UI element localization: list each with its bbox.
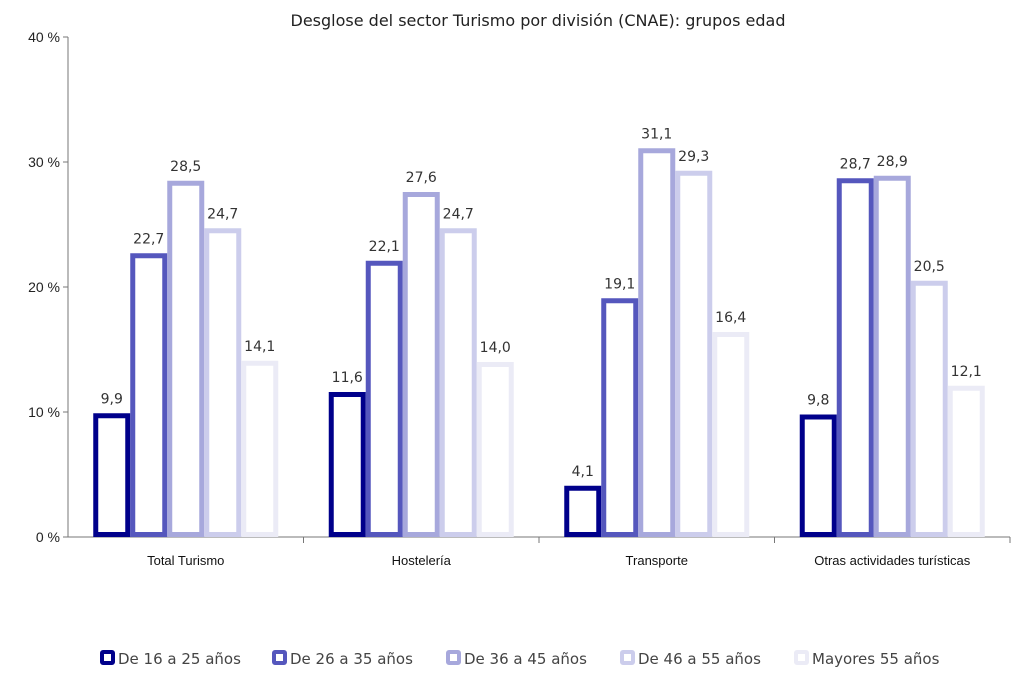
bar: [130, 253, 168, 537]
bar: [204, 228, 242, 537]
y-tick-label: 20 %: [28, 279, 60, 295]
bar: [638, 148, 676, 537]
bar: [947, 385, 985, 537]
bar: [93, 413, 131, 537]
legend-label: De 26 a 35 años: [290, 650, 413, 668]
y-tick-label: 40 %: [28, 29, 60, 45]
legend-swatch: [620, 650, 635, 665]
axes: 0 % 10 % 20 % 30 % 40 % Total Turismo Hosteler…: [28, 29, 1011, 568]
bars: [93, 148, 985, 537]
data-label: 9,9: [101, 391, 123, 407]
data-label: 27,6: [406, 170, 437, 186]
data-label: 24,7: [443, 206, 474, 222]
bar: [712, 332, 750, 537]
legend-swatch: [272, 650, 287, 665]
bar: [910, 280, 948, 537]
data-labels: 9,9 22,7 28,5 24,7 14,1 11,6 22,1 27,6 24,7 14,0 4…: [101, 126, 982, 480]
bar: [328, 392, 366, 537]
data-label: 19,1: [604, 276, 635, 292]
legend-label: De 46 a 55 años: [638, 650, 761, 668]
data-label: 4,1: [572, 464, 594, 480]
x-category-label: Otras actividades turísticas: [814, 553, 971, 568]
data-label: 29,3: [678, 149, 709, 165]
data-label: 31,1: [641, 126, 672, 142]
y-tick-label: 10 %: [28, 404, 60, 420]
bar: [799, 414, 837, 537]
legend-swatch: [100, 650, 115, 665]
x-category-label: Hostelería: [392, 553, 452, 568]
data-label: 11,6: [332, 370, 363, 386]
bar: [836, 178, 874, 537]
legend-label: Mayores 55 años: [812, 650, 940, 668]
bar: [564, 485, 602, 537]
bar: [476, 362, 514, 537]
data-label: 14,1: [244, 339, 275, 355]
data-label: 28,7: [840, 156, 871, 172]
bar: [402, 192, 440, 537]
bar: [241, 360, 279, 537]
data-label: 16,4: [715, 310, 746, 326]
data-label: 24,7: [207, 206, 238, 222]
legend-swatch: [794, 650, 809, 665]
x-category-label: Total Turismo: [147, 553, 224, 568]
x-category-label: Transporte: [626, 553, 688, 568]
data-label: 12,1: [951, 364, 982, 380]
data-label: 22,1: [369, 239, 400, 255]
data-label: 22,7: [133, 231, 164, 247]
bar: [167, 180, 205, 537]
legend-label: De 16 a 25 años: [118, 650, 241, 668]
data-label: 28,9: [877, 154, 908, 170]
y-tick-label: 0 %: [36, 529, 60, 545]
legend-swatch: [446, 650, 461, 665]
bar: [365, 260, 403, 537]
bar: [439, 228, 477, 537]
data-label: 28,5: [170, 159, 201, 175]
data-label: 14,0: [480, 340, 511, 356]
chart-title: Desglose del sector Turismo por división…: [291, 11, 786, 30]
data-label: 20,5: [914, 259, 945, 275]
y-tick-label: 30 %: [28, 154, 60, 170]
data-label: 9,8: [807, 393, 829, 409]
legend-label: De 36 a 45 años: [464, 650, 587, 668]
bar: [873, 175, 911, 537]
legend: De 16 a 25 años De 26 a 35 años De 36 a 45…: [100, 650, 940, 668]
bar: [675, 170, 713, 537]
bar: [601, 298, 639, 537]
